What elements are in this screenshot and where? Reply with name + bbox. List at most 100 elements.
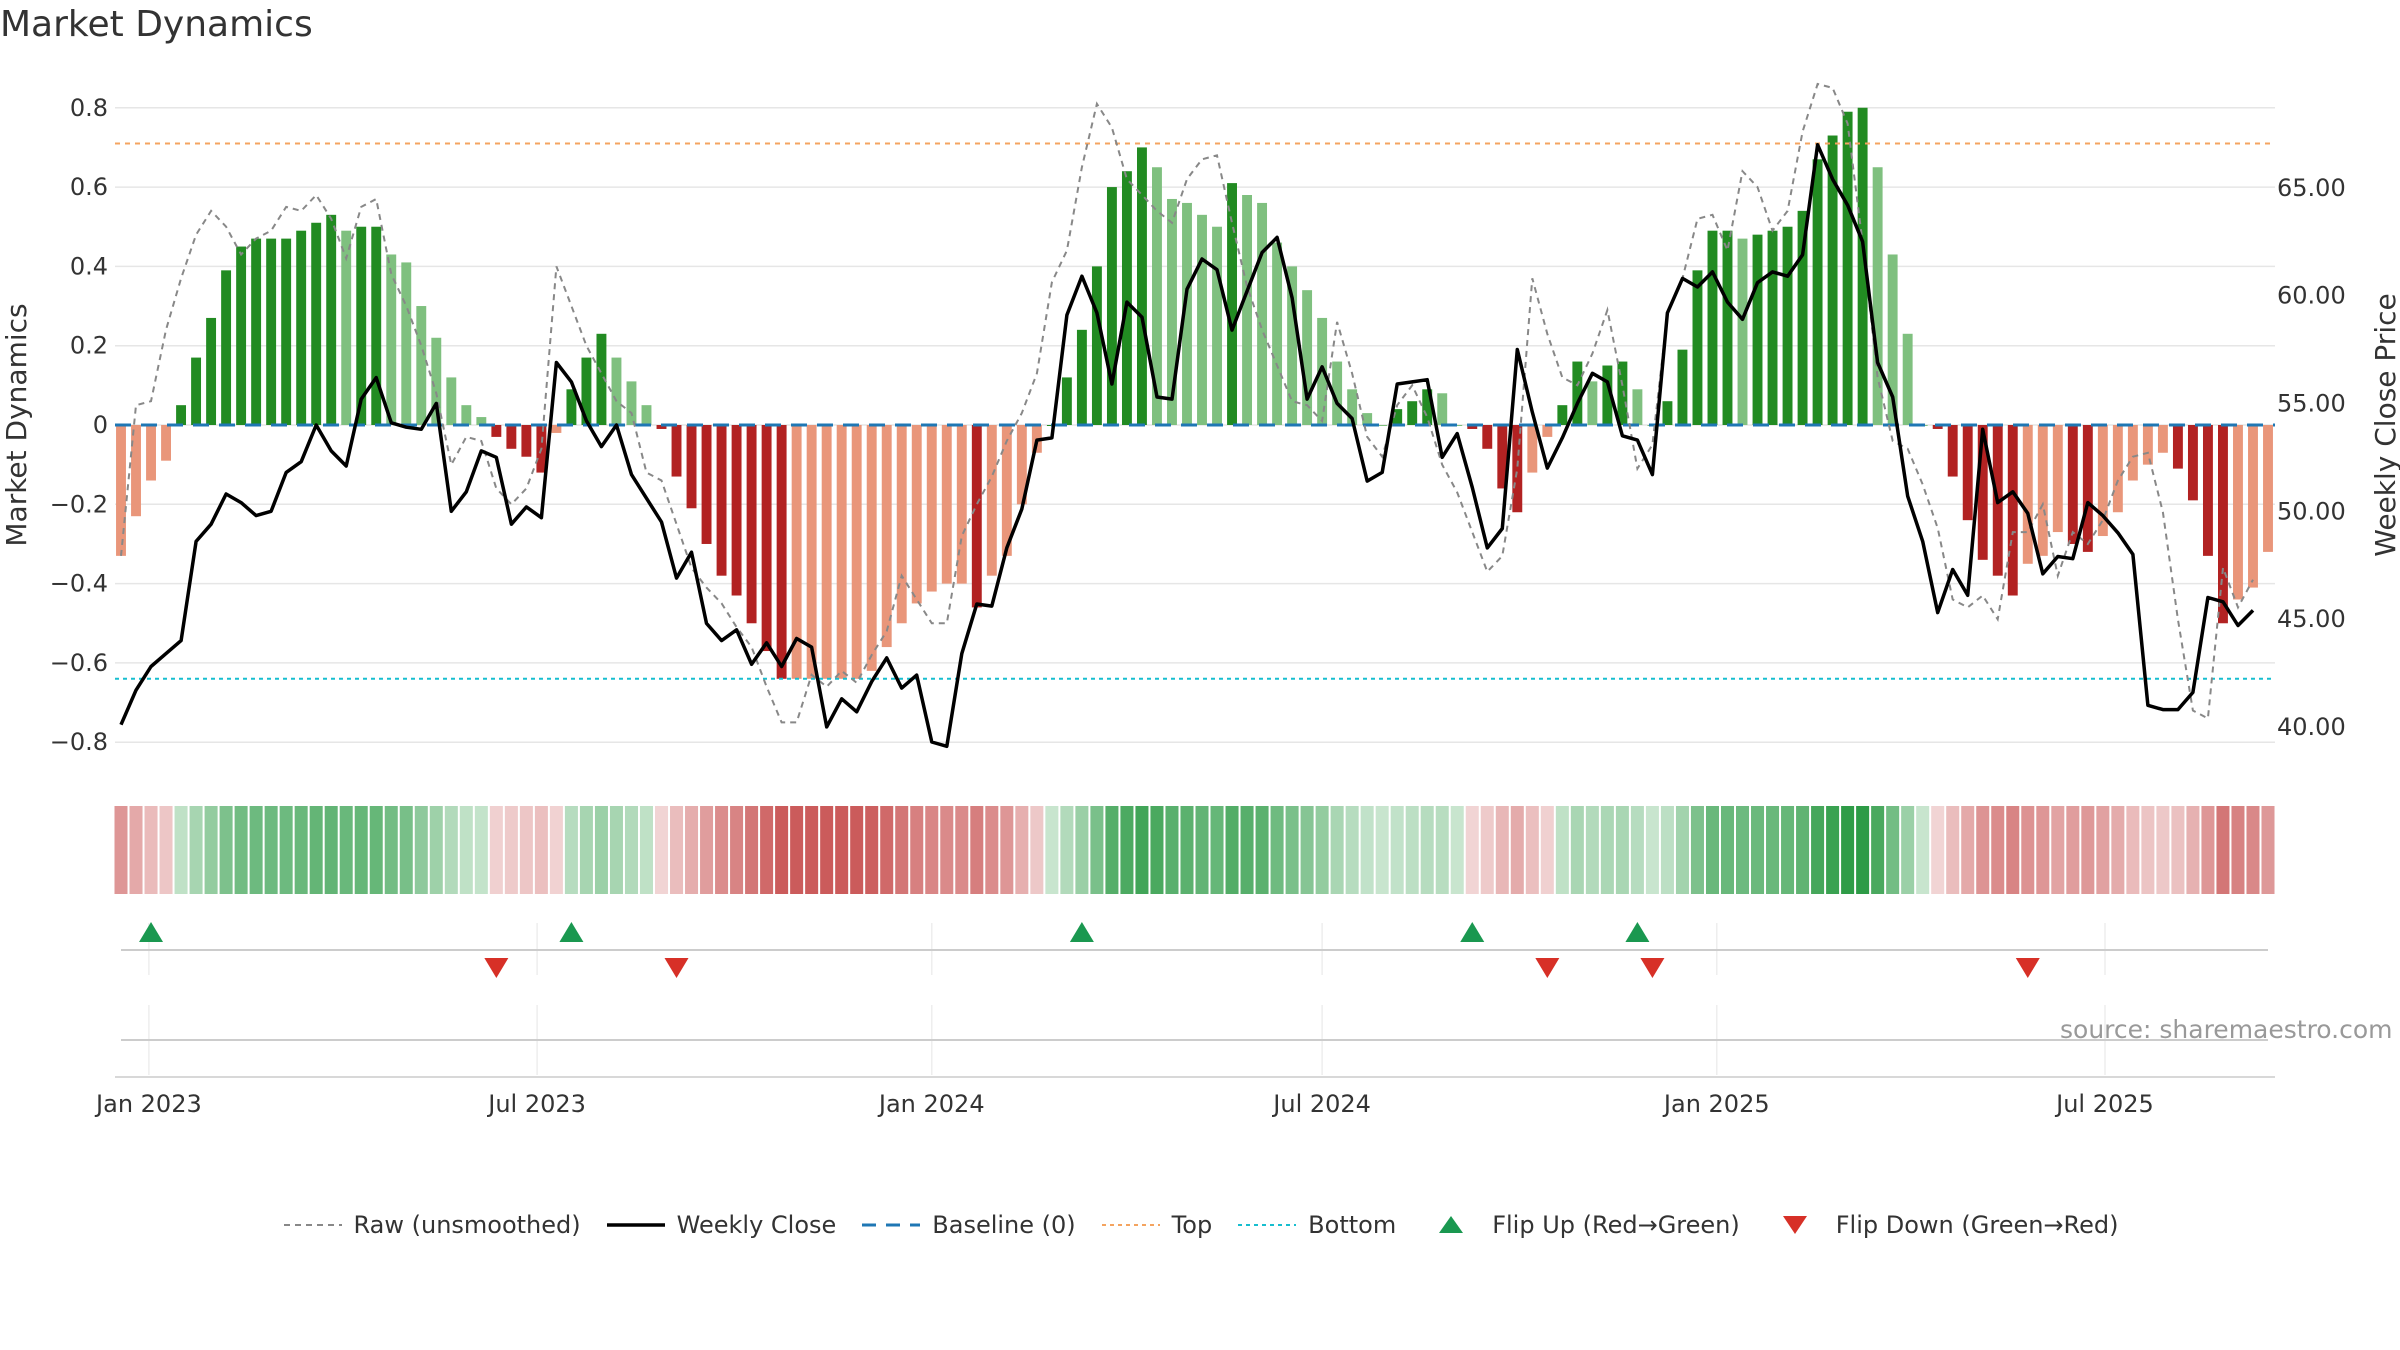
dynamics-bar: [2007, 425, 2018, 596]
heat-cell: [775, 806, 789, 894]
heat-cell: [1405, 806, 1419, 894]
heat-cell: [805, 806, 819, 894]
heat-cell: [129, 806, 143, 894]
dynamics-bar: [611, 357, 622, 425]
heat-cell: [1660, 806, 1674, 894]
y2-tick-label: 45.00: [2277, 605, 2346, 633]
heat-cell: [820, 806, 834, 894]
dynamics-bar: [431, 337, 442, 425]
dynamics-bar: [1212, 226, 1222, 425]
heat-cell: [1420, 806, 1434, 894]
dynamics-bar: [1001, 425, 1012, 556]
heat-cell: [234, 806, 248, 894]
y-tick-label: −0.2: [50, 490, 108, 518]
dynamics-bar: [2127, 425, 2138, 481]
heat-cell: [249, 806, 263, 894]
heat-cell: [1255, 806, 1269, 894]
dynamics-bar: [221, 270, 232, 425]
heat-cell: [519, 806, 533, 894]
heat-cell: [384, 806, 398, 894]
heat-cell: [1736, 806, 1750, 894]
dynamics-bar: [1287, 266, 1298, 425]
dynamics-bar: [1347, 389, 1358, 425]
dynamics-bar: [1872, 167, 1883, 425]
heat-cell: [955, 806, 969, 894]
heat-cell: [414, 806, 428, 894]
dynamics-bar: [581, 357, 592, 425]
heat-cell: [1090, 806, 1104, 894]
dynamics-bar: [2157, 425, 2168, 453]
legend-item: Weekly Close: [605, 1211, 836, 1239]
dynamics-bar: [1076, 329, 1087, 425]
dynamics-bar: [1302, 290, 1313, 425]
y-tick-label: 0.6: [70, 173, 108, 201]
x-tick-label: Jan 2024: [877, 1090, 985, 1118]
dynamics-bar: [1152, 167, 1162, 425]
dynamics-bar: [1467, 425, 1478, 429]
dynamics-bar: [1977, 425, 1988, 560]
dynamics-bar: [881, 425, 892, 648]
y2-axis-title: Weekly Close Price: [2369, 293, 2400, 556]
heat-cell: [1796, 806, 1810, 894]
dynamics-bar: [1617, 361, 1628, 425]
dynamics-bar: [1482, 425, 1493, 449]
dynamics-bar: [851, 425, 862, 679]
heat-cell: [1240, 806, 1254, 894]
heat-cell: [1630, 806, 1644, 894]
heat-cell: [609, 806, 623, 894]
heat-cell: [1540, 806, 1554, 894]
heat-cell: [850, 806, 864, 894]
y2-tick-label: 40.00: [2277, 713, 2346, 741]
dynamics-bar: [326, 214, 337, 425]
heat-cell: [2051, 806, 2065, 894]
heat-cell: [1375, 806, 1389, 894]
dynamics-bar: [686, 425, 697, 509]
heat-cell: [1045, 806, 1059, 894]
heat-cell: [159, 806, 173, 894]
heat-cell: [1495, 806, 1509, 894]
dynamics-bar: [821, 425, 832, 679]
heat-cell: [429, 806, 443, 894]
heat-cell: [444, 806, 458, 894]
heat-cell: [2186, 806, 2200, 894]
dynamics-bar: [911, 425, 922, 604]
dynamics-bar: [896, 425, 907, 624]
dynamics-bar: [1362, 413, 1373, 425]
flip-up-marker: [1069, 922, 1094, 942]
dynamics-bar: [2248, 425, 2258, 588]
dynamics-bar: [836, 425, 847, 679]
heat-cell: [1330, 806, 1344, 894]
heat-cell: [1766, 806, 1780, 894]
dynamics-bar: [1527, 425, 1538, 473]
heat-cell: [1030, 806, 1044, 894]
heat-cell: [1991, 806, 2005, 894]
legend-swatch: [283, 1224, 342, 1226]
heat-cell: [715, 806, 729, 894]
dynamics-bar: [956, 425, 967, 584]
dynamics-bar: [281, 238, 292, 425]
flip-up-marker: [1460, 922, 1485, 942]
legend-swatch: [862, 1223, 921, 1227]
y-tick-label: 0.8: [70, 94, 108, 122]
dynamics-bar: [2142, 425, 2153, 465]
heat-cell: [2036, 806, 2050, 894]
flip-down-marker: [664, 958, 689, 978]
dynamics-bar: [626, 381, 637, 425]
dynamics-bar: [146, 425, 156, 481]
dynamics-bar: [1932, 425, 1943, 429]
flip-up-marker: [559, 922, 584, 942]
heat-cell: [970, 806, 984, 894]
legend-item: Baseline (0): [860, 1211, 1076, 1239]
heat-cell: [354, 806, 368, 894]
heat-cell: [1105, 806, 1119, 894]
dynamics-bar: [1167, 198, 1177, 425]
heat-cell: [1480, 806, 1494, 894]
dynamics-bar: [731, 425, 742, 596]
heat-cell: [594, 806, 608, 894]
heat-cell: [790, 806, 804, 894]
flip-up-marker: [1625, 922, 1650, 942]
dynamics-bar: [791, 425, 802, 679]
heat-cell: [579, 806, 593, 894]
heat-cell: [1826, 806, 1840, 894]
